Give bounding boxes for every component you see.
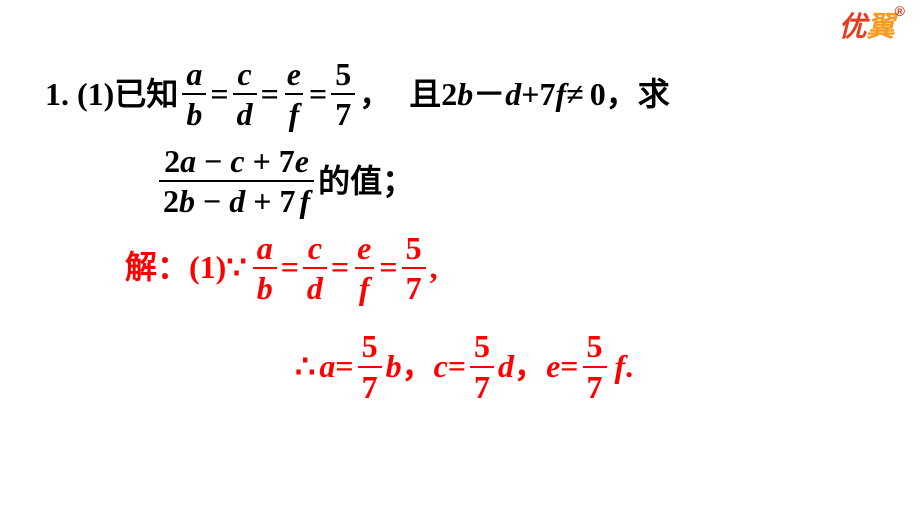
sf: f (615, 341, 626, 392)
eq2: = (261, 69, 279, 120)
cond-0: 0 (590, 69, 606, 120)
big-den: 2b − d + 7f (159, 180, 314, 220)
bd7: 7 (279, 183, 295, 219)
big-frac: 2a − c + 7e 2b − d + 7f (159, 142, 314, 221)
num-a: a (182, 55, 206, 93)
frac-a-b: a b (182, 55, 206, 134)
frac-5-7: 5 7 (331, 55, 355, 134)
sc: c (434, 341, 448, 392)
bnm: − (196, 143, 230, 179)
problem-number: 1. (1) (45, 69, 114, 120)
bdp: + (245, 183, 279, 219)
snum-5: 5 (402, 229, 426, 267)
s1n: 5 (358, 327, 382, 365)
logo-r: ® (895, 3, 905, 19)
sfrac-e-f: e f (353, 229, 375, 308)
therefore-icon: ∴ (295, 341, 315, 392)
qiu-label: 求 (638, 69, 670, 120)
num-c: c (233, 55, 255, 93)
seq1: = (281, 242, 299, 293)
because-icon: ∵ (226, 242, 246, 293)
seqe: = (560, 341, 578, 392)
bdm: − (195, 183, 229, 219)
sd: d (498, 341, 514, 392)
sfrac-c-d: c d (303, 229, 327, 308)
bnc: c (230, 143, 244, 179)
brand-logo: 优翼® (839, 5, 905, 45)
sp: . (625, 341, 633, 392)
bdb: b (179, 183, 195, 219)
problem-line-1: 1. (1) 已知 a b = c d = e f = 5 7 ， 且 2b－d… (45, 55, 875, 134)
bdf: f (299, 183, 310, 219)
sfrac-a-b: a b (253, 229, 277, 308)
comma1: ， (359, 69, 391, 120)
logo-part1: 优 (839, 11, 867, 42)
cond-b: b (457, 69, 473, 120)
den-b: b (182, 93, 206, 133)
known-label: 已知 (114, 69, 178, 120)
dezhi-label: 的值； (318, 156, 414, 207)
problem-line-2: 2a − c + 7e 2b − d + 7f 的值； (45, 142, 875, 221)
sa: a (319, 341, 335, 392)
sden-b: b (253, 267, 277, 307)
seq2: = (331, 242, 349, 293)
cond-2: 2 (441, 69, 457, 120)
s1d: 7 (358, 366, 382, 406)
seq3: = (379, 242, 397, 293)
snum-c: c (304, 229, 326, 267)
sc1: ， (402, 341, 434, 392)
sden-f: f (355, 267, 374, 307)
seqc: = (448, 341, 466, 392)
seqa: = (335, 341, 353, 392)
logo-part2: 翼 (867, 11, 895, 42)
sfrac1: 5 7 (358, 327, 382, 406)
num-e: e (283, 55, 305, 93)
scomma1: , (430, 242, 438, 293)
s2d: 7 (470, 366, 494, 406)
frac-c-d: c d (233, 55, 257, 134)
cond-f: f (556, 69, 567, 120)
sfrac-5-7: 5 7 (402, 229, 426, 308)
den-f: f (285, 93, 304, 133)
s3n: 5 (583, 327, 607, 365)
slide-content: 1. (1) 已知 a b = c d = e f = 5 7 ， 且 2b－d… (45, 55, 875, 414)
s3d: 7 (583, 366, 607, 406)
cond-d: d (505, 69, 521, 120)
and-label: 且 (409, 69, 441, 120)
eq1: = (210, 69, 228, 120)
cond-neq: ≠ (566, 69, 584, 120)
sden-7: 7 (402, 267, 426, 307)
s2n: 5 (470, 327, 494, 365)
den-7: 7 (331, 93, 355, 133)
den-d: d (233, 93, 257, 133)
frac-e-f: e f (283, 55, 305, 134)
sfrac3: 5 7 (583, 327, 607, 406)
sb: b (386, 341, 402, 392)
solution-line-2: ∴ a = 5 7 b ， c = 5 7 d ， e = 5 7 f . (45, 327, 875, 406)
bd2: 2 (163, 183, 179, 219)
bn2: 2 (164, 143, 180, 179)
comma2: ， (606, 69, 638, 120)
sol-label: 解：(1) (125, 242, 226, 293)
bn7: 7 (279, 143, 295, 179)
bna: a (180, 143, 196, 179)
se: e (546, 341, 560, 392)
num-5: 5 (331, 55, 355, 93)
big-num: 2a − c + 7e (160, 142, 313, 180)
sc2: ， (514, 341, 546, 392)
eq3: = (309, 69, 327, 120)
sfrac2: 5 7 (470, 327, 494, 406)
cond-p7: +7 (521, 69, 555, 120)
sden-d: d (303, 267, 327, 307)
snum-a: a (253, 229, 277, 267)
bdd: d (229, 183, 245, 219)
bne: e (295, 143, 309, 179)
bnp: + (245, 143, 279, 179)
cond-m: － (473, 69, 505, 120)
snum-e: e (353, 229, 375, 267)
solution-line-1: 解：(1) ∵ a b = c d = e f = 5 7 , (45, 229, 875, 308)
